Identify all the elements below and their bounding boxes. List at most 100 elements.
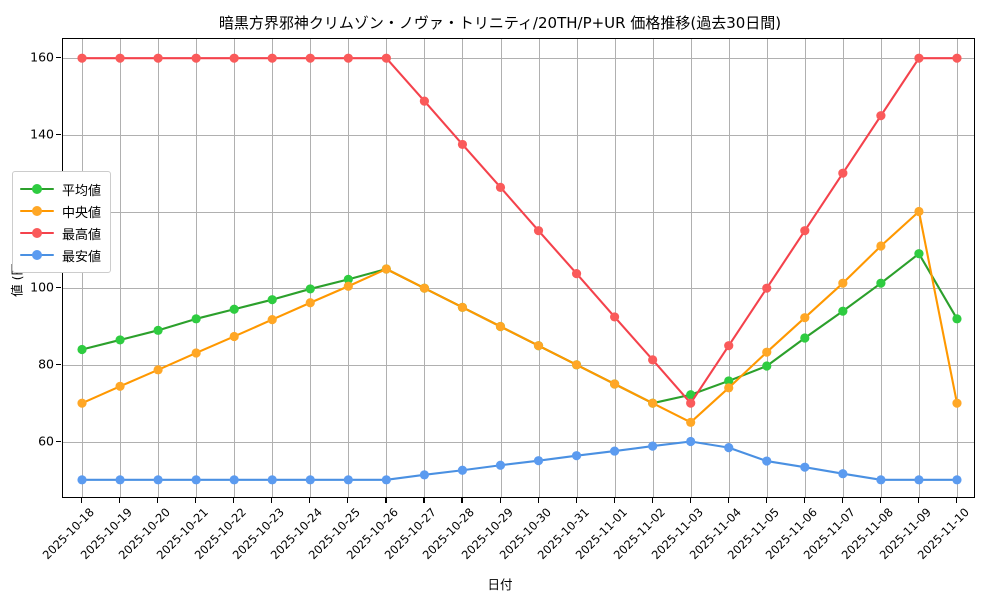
data-point-marker <box>191 475 201 485</box>
data-point-marker <box>648 441 658 451</box>
grid-line-vertical <box>500 39 502 497</box>
x-tick-mark <box>689 498 691 503</box>
y-tick-label: 60 <box>38 433 54 448</box>
x-tick-mark <box>309 498 311 503</box>
data-point-marker <box>648 355 658 365</box>
legend-item[interactable]: 最安値 <box>20 244 101 266</box>
grid-line-vertical <box>120 39 122 497</box>
data-point-marker <box>610 312 620 322</box>
legend-item[interactable]: 平均値 <box>20 178 101 200</box>
data-point-marker <box>343 274 353 284</box>
data-point-marker <box>267 475 277 485</box>
data-point-marker <box>229 53 239 63</box>
legend-item[interactable]: 中央値 <box>20 200 101 222</box>
legend-item[interactable]: 最高値 <box>20 222 101 244</box>
grid-line-vertical <box>728 39 730 497</box>
x-tick-mark <box>157 498 159 503</box>
data-point-marker <box>419 96 429 106</box>
y-tick-mark <box>56 287 61 289</box>
x-tick-mark <box>461 498 463 503</box>
chart-figure: 暗黒方界邪神クリムゾン・ノヴァ・トリニティ/20TH/P+UR 価格推移(過去3… <box>0 14 975 592</box>
grid-line-vertical <box>614 39 616 497</box>
data-point-marker <box>229 475 239 485</box>
grid-line-vertical <box>234 39 236 497</box>
data-point-marker <box>419 283 429 293</box>
data-point-marker <box>686 436 696 447</box>
data-point-marker <box>381 475 391 485</box>
legend-swatch-icon <box>20 226 54 240</box>
data-point-marker <box>153 365 163 375</box>
data-point-marker <box>343 53 353 63</box>
data-point-marker <box>610 379 620 389</box>
grid-line-horizontal <box>63 134 974 136</box>
data-point-marker <box>495 321 506 332</box>
grid-line-horizontal <box>63 58 974 60</box>
legend-swatch-icon <box>20 204 54 218</box>
data-point-marker <box>724 383 734 393</box>
data-point-marker <box>533 226 544 236</box>
x-tick-mark <box>119 498 121 503</box>
data-point-marker <box>876 278 886 288</box>
grid-line-vertical <box>652 39 654 497</box>
data-point-marker <box>914 249 924 259</box>
y-tick-label: 160 <box>30 49 54 65</box>
x-tick-mark <box>803 498 805 503</box>
series-line <box>80 57 959 405</box>
data-point-marker <box>267 295 277 305</box>
data-point-marker <box>800 333 810 343</box>
x-tick-mark <box>727 498 729 503</box>
data-point-marker <box>229 304 239 314</box>
data-point-marker <box>381 53 391 63</box>
series-line <box>80 440 959 481</box>
data-point-marker <box>724 341 734 351</box>
x-axis-title: 日付 <box>487 577 513 592</box>
data-point-marker <box>343 281 353 291</box>
data-point-marker <box>724 443 734 453</box>
legend-label: 最安値 <box>62 249 102 265</box>
data-point-marker <box>267 315 277 325</box>
x-tick-mark <box>423 498 425 503</box>
data-point-marker <box>800 462 810 472</box>
grid-line-vertical <box>766 39 768 497</box>
data-point-marker <box>267 53 277 63</box>
data-point-marker <box>229 331 239 342</box>
x-tick-mark <box>841 498 844 503</box>
data-point-marker <box>191 53 201 63</box>
x-tick-mark <box>81 498 83 503</box>
data-point-marker <box>762 361 772 371</box>
grid-line-vertical <box>196 39 198 497</box>
series-group <box>77 53 962 408</box>
data-point-marker <box>914 475 924 485</box>
series-line <box>80 252 959 405</box>
data-point-marker <box>191 314 201 324</box>
grid-line-vertical <box>424 39 426 497</box>
data-point-marker <box>77 53 87 63</box>
data-point-marker <box>533 456 544 466</box>
data-point-marker <box>762 347 772 357</box>
data-point-marker <box>571 451 582 461</box>
data-point-marker <box>153 53 163 63</box>
data-point-marker <box>838 278 848 288</box>
data-point-marker <box>305 284 315 294</box>
y-tick-mark <box>56 57 61 59</box>
data-point-marker <box>343 475 353 485</box>
data-point-marker <box>876 475 886 485</box>
data-point-marker <box>457 302 468 312</box>
data-point-marker <box>115 381 125 391</box>
legend-label: 最高値 <box>62 227 102 243</box>
grid-line-horizontal <box>63 288 974 290</box>
grid-line-vertical <box>158 39 160 497</box>
grid-line-vertical <box>957 39 958 497</box>
data-point-marker <box>610 446 620 456</box>
data-point-marker <box>914 206 924 217</box>
grid-line-horizontal <box>63 211 974 213</box>
x-tick-mark <box>271 498 273 503</box>
grid-line-vertical <box>462 39 464 497</box>
y-tick-label: 80 <box>38 356 54 372</box>
y-axis-tick-labels: 6080100120140160 <box>0 38 54 498</box>
data-point-marker <box>952 475 962 485</box>
grid-line-vertical <box>310 39 312 497</box>
data-point-marker <box>419 470 429 480</box>
x-tick-mark <box>575 498 577 503</box>
data-point-marker <box>457 139 468 150</box>
